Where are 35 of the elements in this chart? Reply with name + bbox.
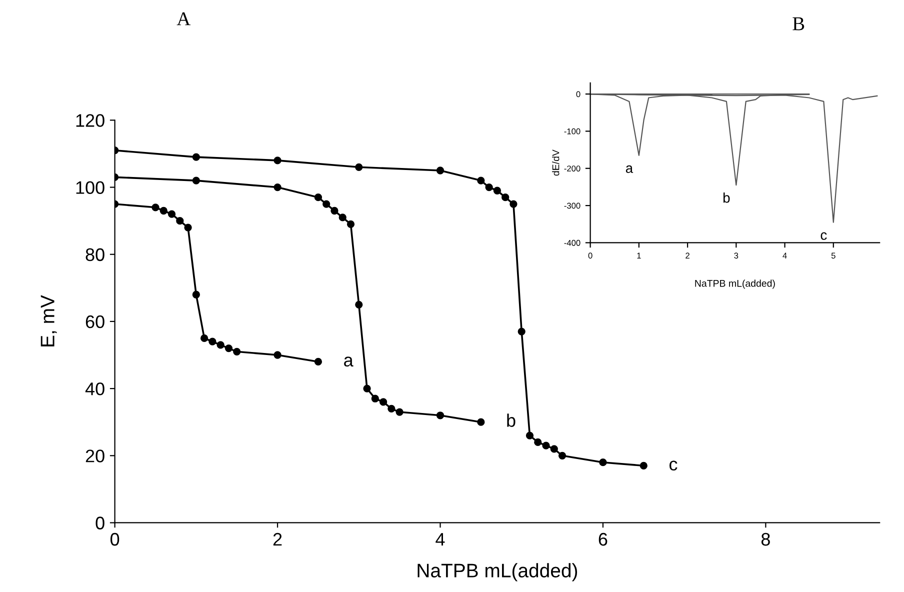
x-tick-label: 4 xyxy=(782,252,787,258)
x-tick-label: 5 xyxy=(831,252,836,259)
y-tick-label: -200 xyxy=(564,166,580,172)
series-label: a xyxy=(344,356,354,367)
x-tick-label: 0 xyxy=(110,532,120,546)
chart-title: B xyxy=(792,17,804,30)
series-label: c xyxy=(669,460,678,471)
y-tick-label: 60 xyxy=(86,315,104,328)
x-tick-label: 8 xyxy=(761,532,770,546)
x-axis-title: NaTPB mL(added) xyxy=(418,563,578,582)
x-tick-label: 4 xyxy=(436,533,445,546)
x-tick-label: 0 xyxy=(588,252,592,259)
y-tick-label: 20 xyxy=(86,450,104,462)
x-tick-label: 2 xyxy=(273,532,282,546)
series-label: b xyxy=(507,414,516,427)
y-axis-title: E, mV xyxy=(40,295,57,346)
series-label: c xyxy=(820,232,827,240)
y-tick-label: -400 xyxy=(564,240,580,246)
y-tick-label: 40 xyxy=(85,382,104,396)
series-label: a xyxy=(626,165,634,173)
y-tick-label: -300 xyxy=(564,202,580,209)
y-tick-label: 120 xyxy=(76,114,104,127)
y-tick-label: 0 xyxy=(576,91,580,98)
y-axis-title: dE/dV xyxy=(552,150,560,176)
x-tick-label: 2 xyxy=(686,252,690,258)
chart-title: A xyxy=(176,12,191,26)
x-tick-label: 1 xyxy=(637,252,641,258)
x-tick-label: 6 xyxy=(598,532,608,546)
y-tick-label: 100 xyxy=(76,181,104,194)
y-tick-label: 0 xyxy=(96,516,104,530)
x-tick-label: 3 xyxy=(734,252,738,259)
y-tick-label: 80 xyxy=(86,248,104,262)
y-tick-label: -100 xyxy=(564,128,580,134)
series-label: b xyxy=(723,192,730,203)
x-axis-title: NaTPB mL(added) xyxy=(695,280,775,289)
